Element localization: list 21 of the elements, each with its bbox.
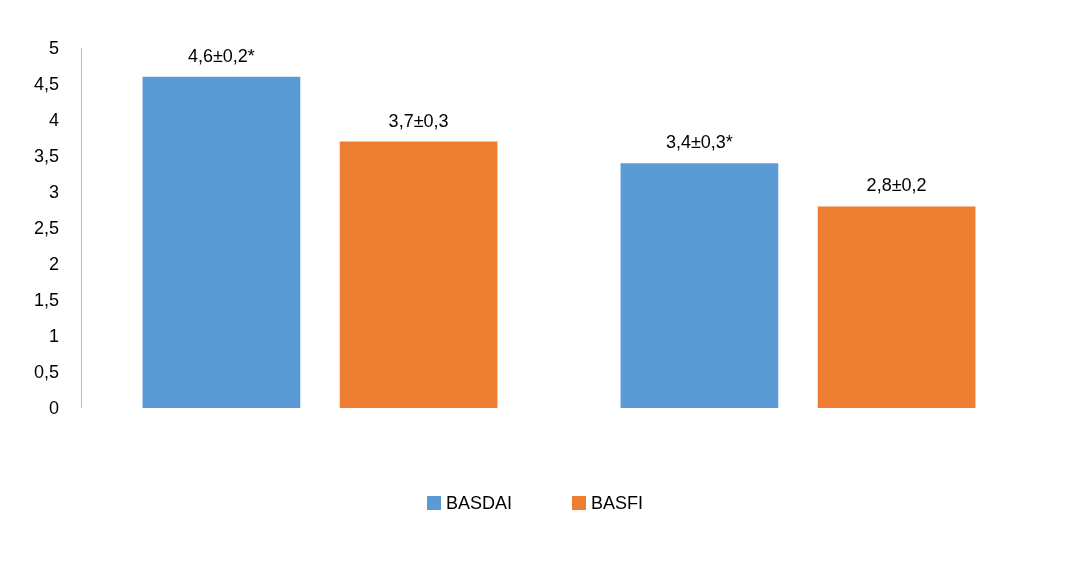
y-tick-label: 3: [48, 182, 59, 202]
legend-label: BASDAI: [445, 493, 513, 513]
y-tick-label: 0,5: [33, 362, 59, 382]
y-tick-label: 4,5: [33, 74, 59, 94]
bar: [142, 76, 301, 408]
y-tick-label: 2: [48, 254, 59, 274]
bar: [817, 206, 976, 408]
data-label: 2,8±0,2: [866, 175, 927, 196]
y-tick-label: 5: [48, 38, 59, 58]
y-tick-label: 3,5: [33, 146, 59, 166]
y-tick-label: 2,5: [33, 218, 59, 238]
data-label: 3,7±0,3: [388, 110, 449, 131]
data-label: 3,4±0,3*: [665, 132, 733, 153]
y-tick-label: 4: [48, 110, 59, 130]
y-tick-label: 0: [48, 398, 59, 418]
data-label: 4,6±0,2*: [187, 45, 255, 66]
bar: [620, 163, 779, 408]
y-tick-label: 1,5: [33, 290, 59, 310]
legend-label: BASFI: [591, 493, 644, 513]
bar: [339, 141, 498, 408]
y-tick-label: 1: [48, 326, 59, 346]
